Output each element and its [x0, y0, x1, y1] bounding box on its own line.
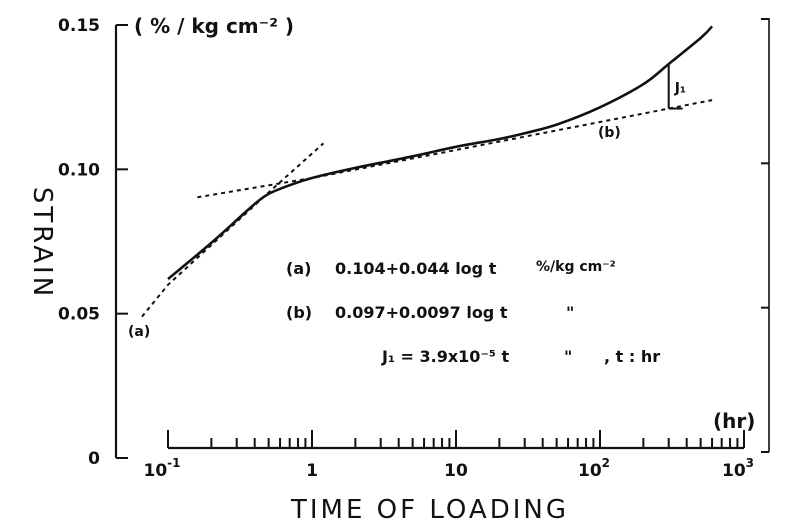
- y-ticks: 0 0.05 0.10 0.15: [58, 16, 128, 469]
- series-fit-a-line: [141, 142, 325, 318]
- legend-formula-a: 0.104+0.044 log t: [335, 259, 497, 278]
- curve-a-label: (a): [128, 324, 150, 340]
- legend-unit-b: ": [566, 303, 574, 322]
- y-tick-label: 0.05: [58, 305, 100, 325]
- y-axis-title: STRAIN: [27, 187, 57, 299]
- x-axis-unit: (hr): [713, 409, 755, 433]
- legend-formula-j1: J₁ = 3.9x10⁻⁵ t: [381, 347, 509, 366]
- series-measured-line: [167, 25, 714, 281]
- right-ticks: [761, 18, 769, 453]
- curve-b-label: (b): [598, 125, 621, 141]
- x-tick-label: 102: [578, 456, 610, 481]
- legend: (a) 0.104+0.044 log t %/kg cm⁻² (b) 0.09…: [286, 259, 660, 366]
- x-ticks: 10-1 1 10 102 103: [143, 430, 754, 481]
- j1-label: J₁: [674, 80, 686, 96]
- x-tick-label: 103: [722, 456, 754, 481]
- y-tick-label: 0.10: [58, 160, 100, 180]
- legend-unit-j1: ": [564, 347, 572, 366]
- y-tick-label: 0.15: [58, 16, 100, 36]
- x-axis-title: TIME OF LOADING: [290, 495, 569, 525]
- legend-key-a: (a): [286, 259, 311, 278]
- x-tick-label: 1: [306, 461, 318, 481]
- legend-key-b: (b): [286, 303, 312, 322]
- x-tick-label: 10-1: [143, 456, 180, 481]
- legend-unit-a: %/kg cm⁻²: [536, 259, 616, 275]
- legend-time-note: , t : hr: [604, 347, 660, 366]
- legend-formula-b: 0.097+0.0097 log t: [335, 303, 508, 322]
- series-fit-b-line: [197, 99, 713, 199]
- y-axis-unit: ( % / kg cm⁻² ): [134, 14, 294, 38]
- y-tick-label: 0: [88, 449, 100, 469]
- x-tick-label: 10: [444, 461, 468, 481]
